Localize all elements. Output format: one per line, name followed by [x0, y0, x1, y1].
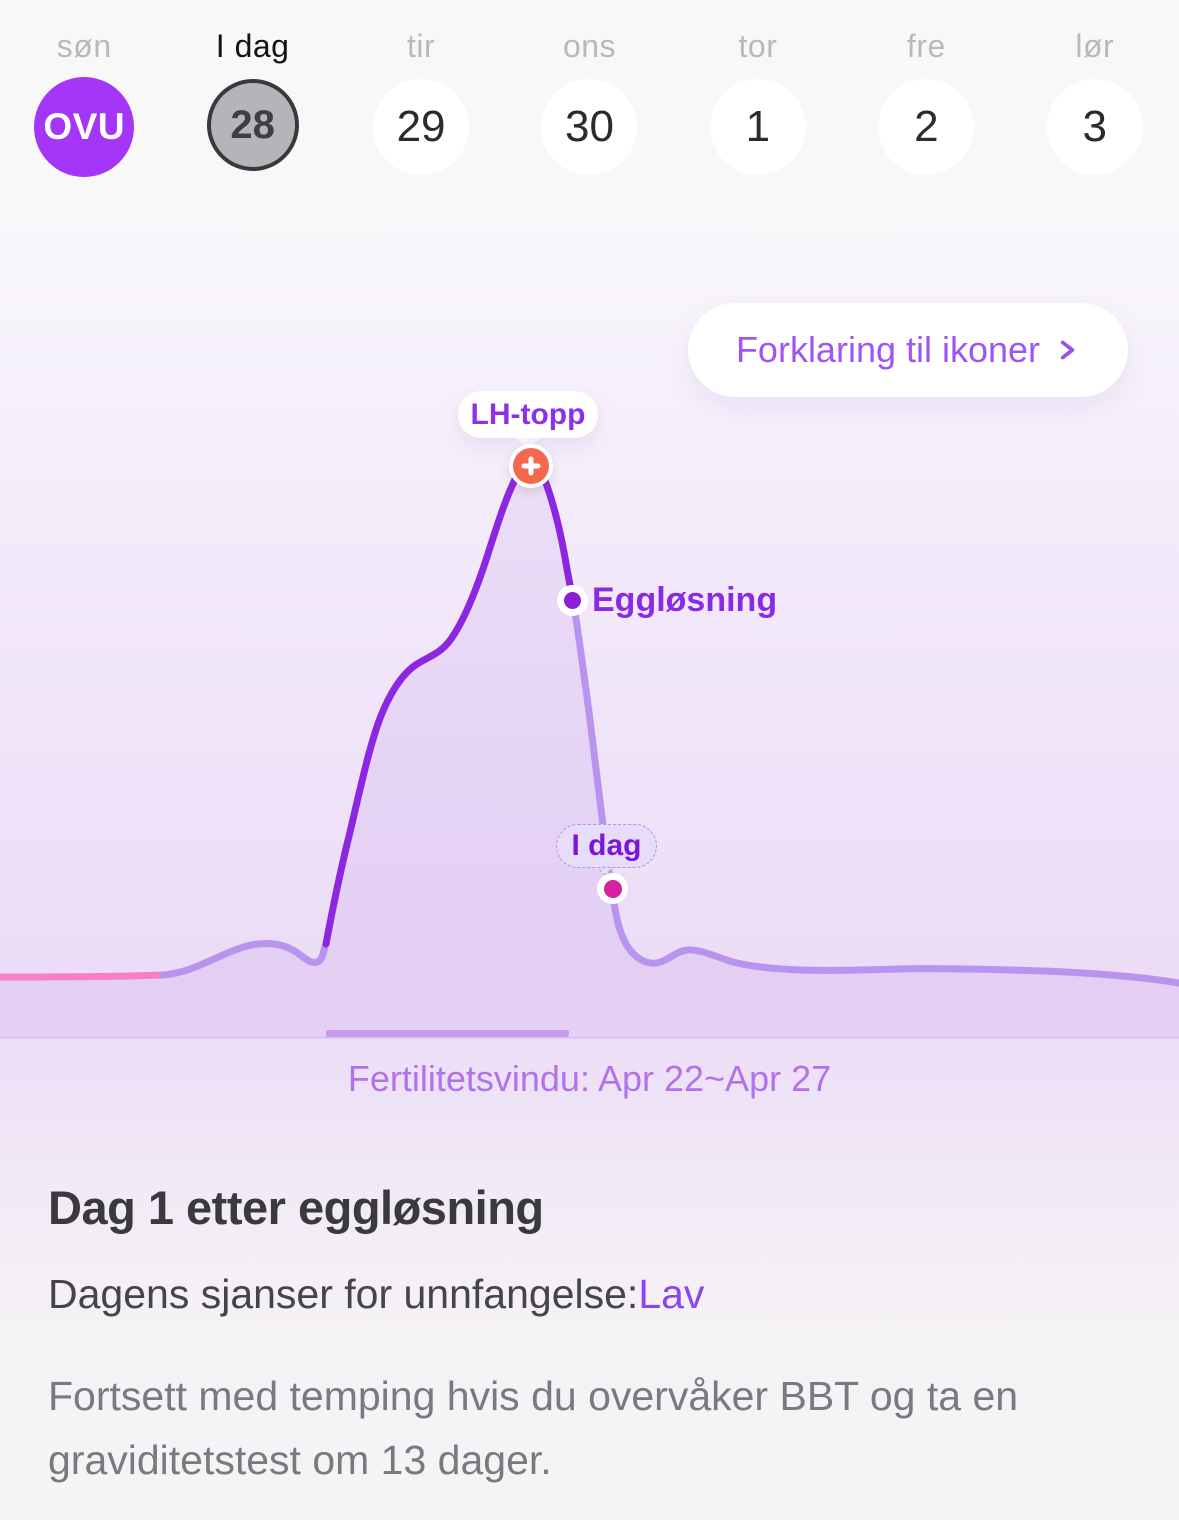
day-label: søn — [56, 28, 112, 64]
day-circle[interactable]: 2 — [878, 79, 975, 175]
day-cell-fri[interactable]: fre 2 — [842, 0, 1010, 205]
icon-legend-button[interactable]: Forklaring til ikoner — [688, 303, 1128, 397]
today-tooltip: I dag — [556, 824, 657, 868]
day-cell-sun[interactable]: søn OVU — [0, 0, 168, 205]
fertility-window-caption: Fertilitetsvindu: Apr 22~Apr 27 — [347, 1058, 832, 1099]
ovulation-label: Eggløsning — [592, 581, 778, 619]
lh-peak-plus-icon[interactable] — [509, 444, 553, 488]
day-circle[interactable]: 3 — [1046, 79, 1143, 175]
today-tooltip-label: I dag — [571, 829, 642, 862]
day-circle[interactable]: 1 — [709, 79, 806, 175]
cycle-summary: Dag 1 etter eggløsning Dagens sjanser fo… — [48, 1180, 1139, 1493]
conception-chance-value: Lav — [638, 1271, 705, 1317]
day-label: ons — [562, 28, 617, 64]
curve-pre-rise-segment — [159, 940, 330, 979]
ovulation-dot-icon — [564, 592, 581, 609]
conception-chance-line: Dagens sjanser for unnfangelse:Lav — [48, 1271, 1139, 1318]
ovulation-point — [557, 585, 588, 616]
day-cell-tue[interactable]: tir 29 — [337, 0, 505, 205]
day-label-today: I dag — [215, 28, 290, 64]
summary-title: Dag 1 etter eggløsning — [48, 1181, 544, 1234]
lh-peak-tooltip: LH-topp — [458, 391, 598, 438]
day-label: fre — [906, 28, 946, 64]
ovulation-day-badge[interactable]: OVU — [34, 77, 135, 177]
day-cell-thu[interactable]: tor 1 — [674, 0, 842, 205]
day-label: lør — [1075, 28, 1115, 64]
today-dot-icon — [603, 879, 622, 898]
conception-chance-label: Dagens sjanser for unnfangelse: — [48, 1271, 639, 1317]
day-cell-sat[interactable]: lør 3 — [1011, 0, 1179, 205]
day-circle[interactable]: 30 — [541, 79, 638, 175]
chevron-right-icon — [1060, 340, 1075, 360]
week-strip: søn OVU I dag 28 tir 29 ons 30 tor 1 fre… — [0, 0, 1179, 205]
chart-baseline — [0, 1037, 1179, 1039]
day-cell-today[interactable]: I dag 28 — [168, 0, 336, 205]
fertile-window-bar — [326, 1030, 569, 1037]
lh-peak-label: LH-topp — [470, 397, 586, 431]
selected-day-circle[interactable]: 28 — [206, 79, 299, 171]
curve-fill — [0, 462, 1179, 1037]
today-point — [597, 873, 628, 904]
advice-text: Fortsett med temping hvis du overvåker B… — [48, 1373, 1019, 1484]
day-label: tor — [738, 28, 778, 64]
icon-legend-label: Forklaring til ikoner — [735, 329, 1041, 370]
curve-main-rise-segment — [322, 458, 577, 948]
plus-icon — [513, 448, 549, 484]
curve-descent-segment — [569, 596, 1179, 987]
day-label: tir — [406, 28, 436, 64]
day-cell-wed[interactable]: ons 30 — [505, 0, 673, 205]
curve-period-segment — [0, 971, 167, 981]
day-circle[interactable]: 29 — [373, 79, 470, 175]
